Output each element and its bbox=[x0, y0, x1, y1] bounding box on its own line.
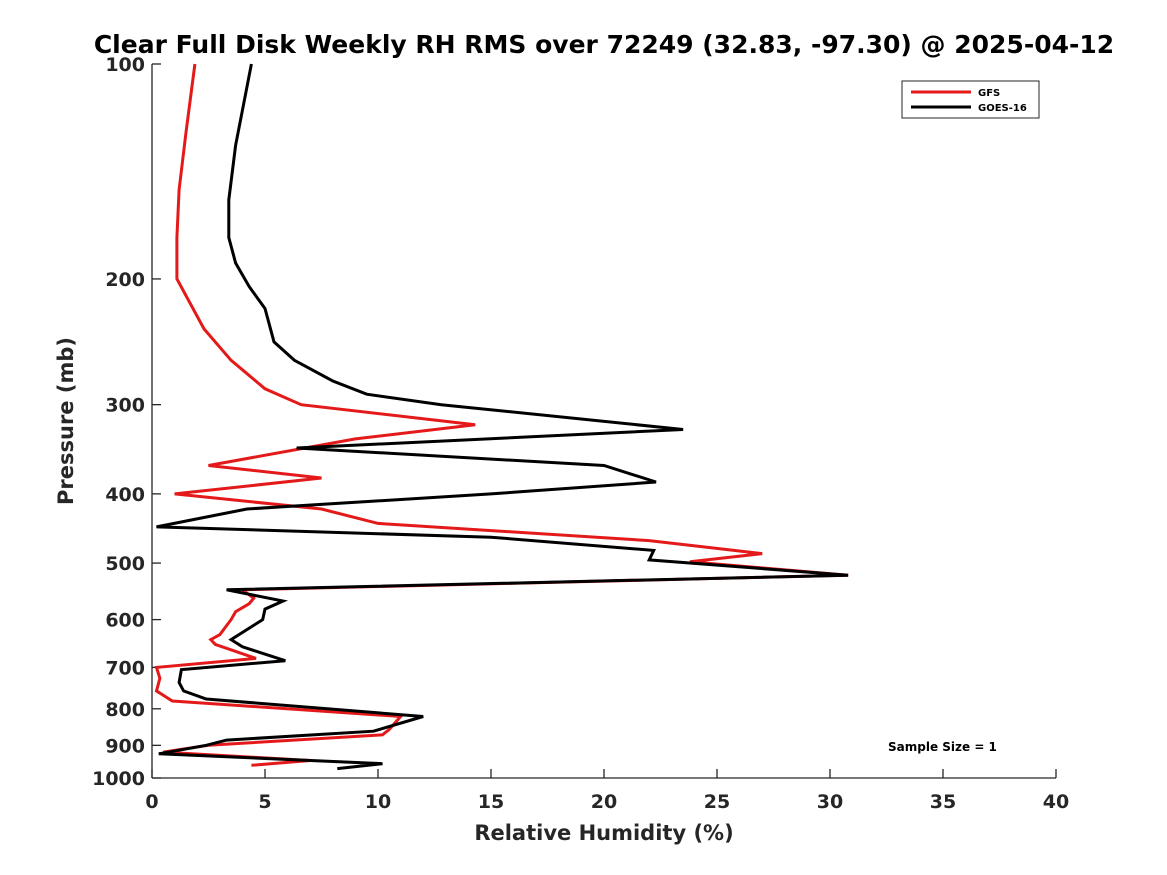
y-tick-label: 800 bbox=[105, 699, 145, 721]
y-tick-label: 600 bbox=[105, 610, 145, 632]
legend: GFS GOES-16 bbox=[901, 80, 1040, 119]
sample-size-annotation: Sample Size = 1 bbox=[888, 740, 997, 754]
x-tick-label: 20 bbox=[591, 791, 617, 813]
x-tick-label: 40 bbox=[1043, 791, 1069, 813]
x-tick-label: 5 bbox=[258, 791, 271, 813]
x-tick-label: 0 bbox=[145, 791, 158, 813]
series-line-gfs bbox=[154, 63, 849, 767]
x-tick-label: 10 bbox=[365, 791, 391, 813]
y-tick-label: 100 bbox=[105, 54, 145, 76]
series-line-goes-16 bbox=[156, 63, 849, 771]
x-tick-label: 35 bbox=[930, 791, 956, 813]
y-tick-label: 500 bbox=[105, 553, 145, 575]
x-tick-label: 15 bbox=[478, 791, 504, 813]
x-tick-label: 30 bbox=[817, 791, 843, 813]
y-tick-label: 400 bbox=[105, 484, 145, 506]
axes: 0 5 10 15 20 25 30 35 40 100 200 300 400 500 600 700 800… bbox=[92, 54, 1069, 813]
y-tick-label: 200 bbox=[105, 269, 145, 291]
y-axis-label: Pressure (mb) bbox=[54, 337, 78, 505]
y-tick-label: 300 bbox=[105, 395, 145, 417]
y-tick-label: 700 bbox=[105, 657, 145, 679]
legend-box bbox=[901, 80, 1040, 119]
x-tick-label: 25 bbox=[704, 791, 730, 813]
y-tick-label: 1000 bbox=[92, 768, 145, 790]
chart-title: Clear Full Disk Weekly RH RMS over 72249… bbox=[94, 30, 1114, 59]
x-axis-label: Relative Humidity (%) bbox=[474, 821, 733, 845]
series-group bbox=[154, 63, 849, 771]
legend-label: GFS bbox=[978, 88, 1000, 99]
legend-label: GOES-16 bbox=[978, 103, 1027, 114]
y-tick-label: 900 bbox=[105, 735, 145, 757]
